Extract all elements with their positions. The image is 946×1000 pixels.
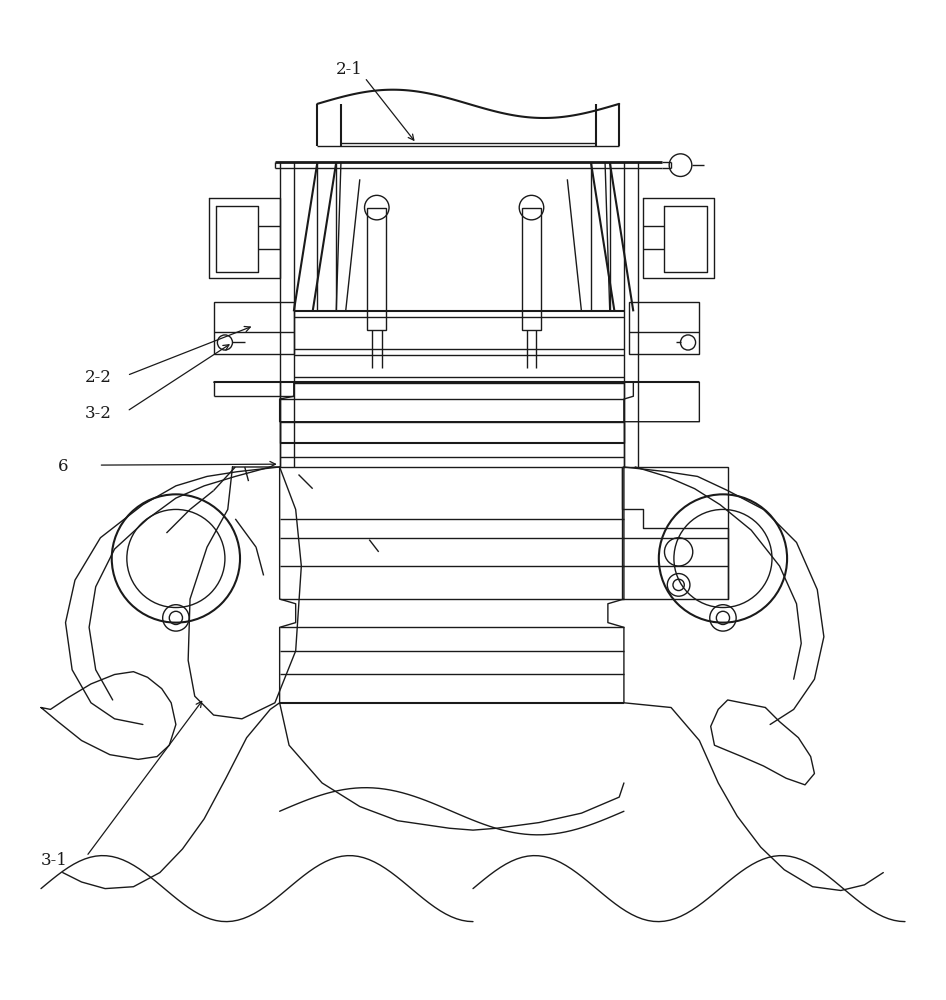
Text: 6: 6 [58,458,68,475]
Text: 3-1: 3-1 [41,852,68,869]
Text: 2-1: 2-1 [336,61,363,78]
Text: 3-2: 3-2 [84,405,112,422]
Bar [367,208,386,330]
Bar [522,208,541,330]
Bar [622,467,727,599]
Bar [629,302,699,354]
Text: 2-2: 2-2 [84,369,112,386]
Bar [214,302,294,354]
